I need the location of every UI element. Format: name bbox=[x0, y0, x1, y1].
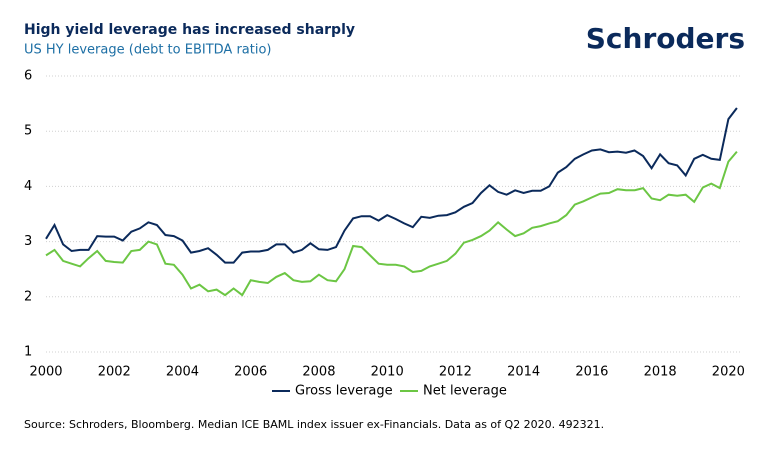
x-tick-label: 2004 bbox=[166, 365, 199, 380]
y-tick-label: 4 bbox=[24, 179, 32, 194]
x-tick-label: 2012 bbox=[439, 365, 472, 380]
y-tick-label: 6 bbox=[24, 69, 32, 84]
line-series bbox=[45, 150, 738, 297]
legend-label: Net leverage bbox=[423, 384, 507, 399]
y-tick-label: 5 bbox=[24, 124, 32, 139]
line-series bbox=[45, 107, 738, 264]
x-tick-label: 2020 bbox=[712, 365, 745, 380]
brand-logo: Schroders bbox=[586, 22, 745, 55]
x-tick-label: 2016 bbox=[575, 365, 608, 380]
x-tick-label: 2002 bbox=[98, 365, 131, 380]
legend-label: Gross leverage bbox=[295, 384, 393, 399]
x-tick-label: 2010 bbox=[371, 365, 404, 380]
source-note: Source: Schroders, Bloomberg. Median ICE… bbox=[24, 418, 604, 431]
x-tick-label: 2006 bbox=[234, 365, 267, 380]
y-tick-label: 1 bbox=[24, 345, 32, 360]
x-tick-label: 2014 bbox=[507, 365, 540, 380]
x-tick-label: 2008 bbox=[302, 365, 335, 380]
chart-title: High yield leverage has increased sharpl… bbox=[24, 22, 355, 38]
x-tick-label: 2018 bbox=[644, 365, 677, 380]
x-tick-label: 2000 bbox=[29, 365, 62, 380]
y-tick-label: 3 bbox=[24, 234, 32, 249]
chart-subtitle: US HY leverage (debt to EBITDA ratio) bbox=[24, 43, 272, 58]
y-tick-label: 2 bbox=[24, 289, 32, 304]
